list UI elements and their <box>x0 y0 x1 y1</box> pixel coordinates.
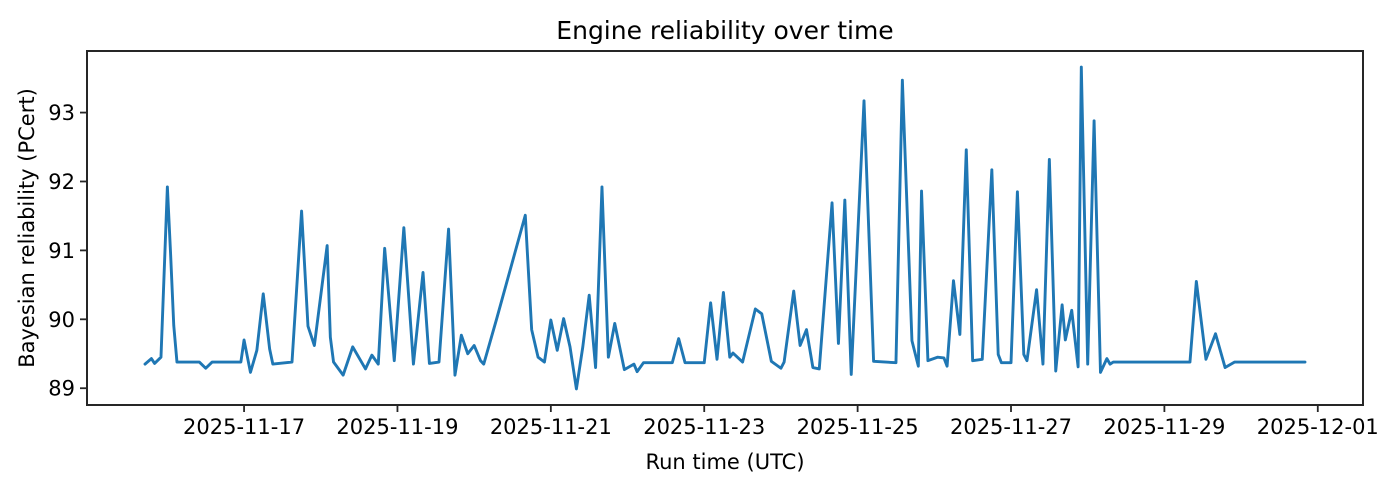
y-tick-label: 89 <box>48 377 75 401</box>
x-axis-label: Run time (UTC) <box>645 450 805 474</box>
y-tick-label: 92 <box>48 170 75 194</box>
x-tick-label: 2025-11-29 <box>1103 415 1225 439</box>
x-tick-label: 2025-11-23 <box>643 415 765 439</box>
x-tick-label: 2025-12-01 <box>1257 415 1379 439</box>
y-tick-label: 93 <box>48 101 75 125</box>
x-tick-label: 2025-11-17 <box>183 415 305 439</box>
x-tick-label: 2025-11-21 <box>490 415 612 439</box>
x-tick-label: 2025-11-27 <box>950 415 1072 439</box>
chart-title: Engine reliability over time <box>556 16 894 45</box>
y-tick-label: 90 <box>48 308 75 332</box>
x-tick-label: 2025-11-25 <box>797 415 919 439</box>
x-tick-label: 2025-11-19 <box>336 415 458 439</box>
reliability-line <box>143 65 1307 391</box>
axes-frame <box>86 50 1364 406</box>
y-tick-label: 91 <box>48 239 75 263</box>
